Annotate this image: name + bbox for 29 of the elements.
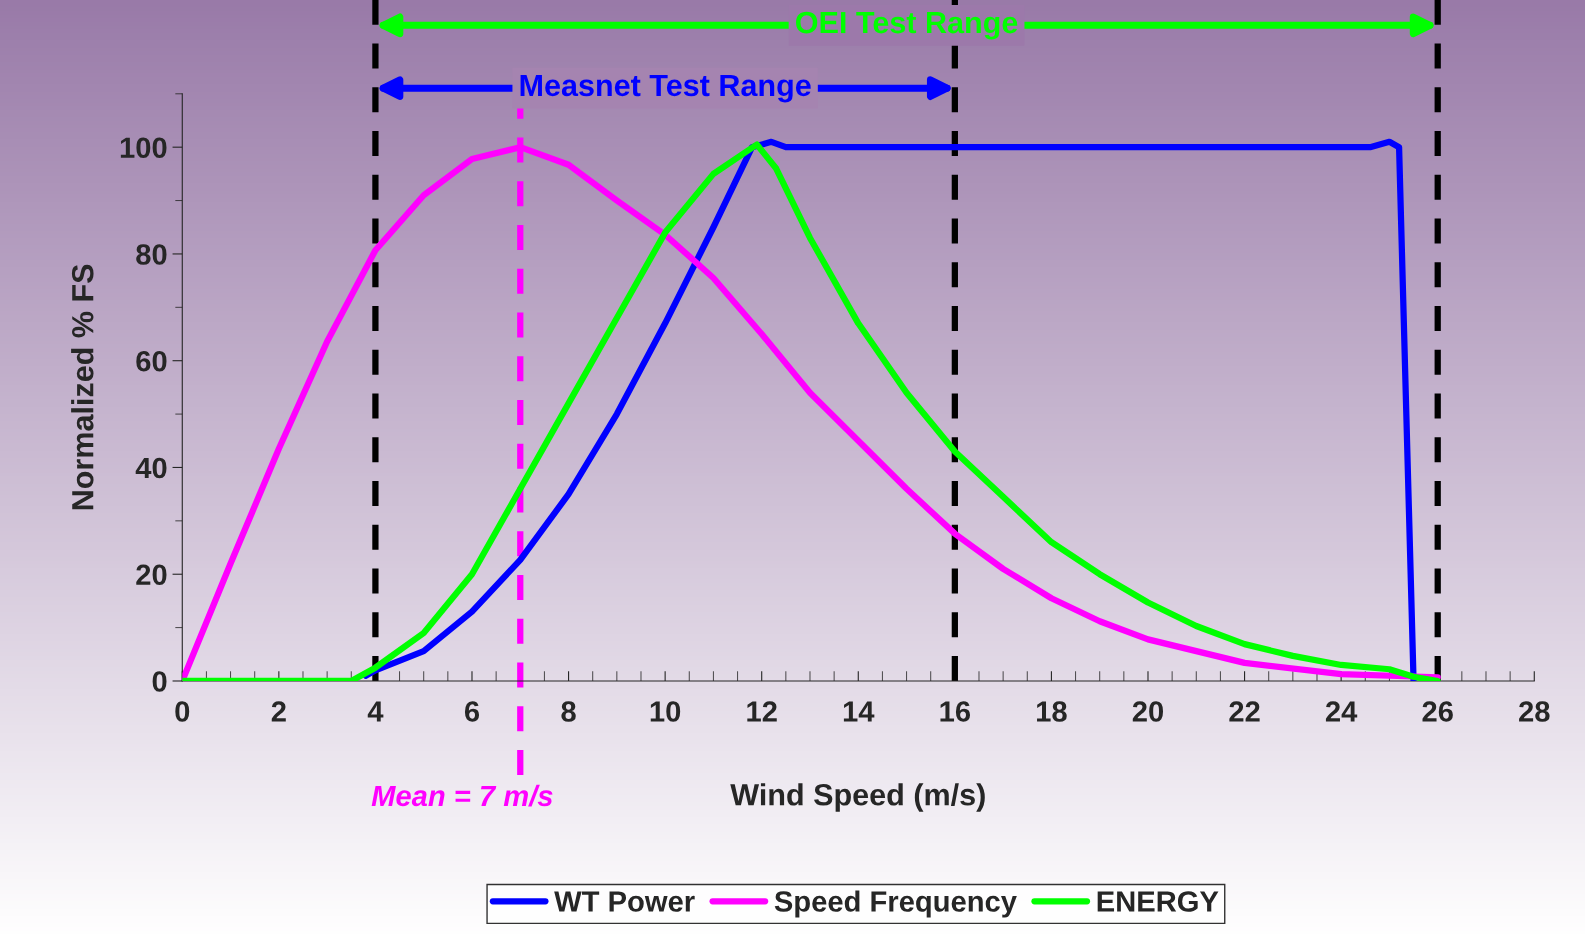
x-tick-label: 28 [1519, 701, 1550, 722]
x-tick-label: 0 [175, 701, 190, 722]
y-tick-label: 60 [136, 350, 167, 372]
x-tick-label: 24 [1325, 701, 1358, 722]
x-tick-label: 6 [464, 701, 480, 722]
x-axis-title: Wind Speed (m/s) [730, 783, 985, 812]
x-tick-label: 8 [561, 701, 576, 722]
x-tick-label: 16 [940, 701, 971, 722]
x-tick-label: 18 [1037, 701, 1067, 722]
y-tick-label: 20 [136, 564, 167, 586]
ref-line-label: Mean = 7 m/s [371, 784, 553, 807]
text: OEI Test Range [796, 11, 1018, 40]
x-tick-label: 10 [650, 701, 681, 722]
x-tick-label: 20 [1132, 701, 1164, 722]
legend-label: Speed Frequency [774, 890, 1017, 918]
x-tick-label: 12 [747, 701, 777, 722]
x-tick-label: 26 [1422, 701, 1453, 722]
x-tick-label: 22 [1229, 701, 1260, 722]
x-tick-label: 2 [271, 701, 286, 722]
y-tick-label: 80 [136, 244, 167, 265]
y-tick-label: 0 [152, 671, 167, 692]
y-axis-title: Normalized % FS [71, 264, 94, 510]
x-tick-label: 14 [843, 701, 875, 722]
annotation: Measnet Test Range [520, 74, 811, 103]
legend-label: WT Power [554, 891, 695, 912]
y-tick-label: 100 [120, 137, 167, 159]
x-tick-label: 4 [367, 701, 384, 722]
y-tick-label: 40 [135, 457, 167, 479]
legend-label: ENERGY [1097, 891, 1219, 912]
